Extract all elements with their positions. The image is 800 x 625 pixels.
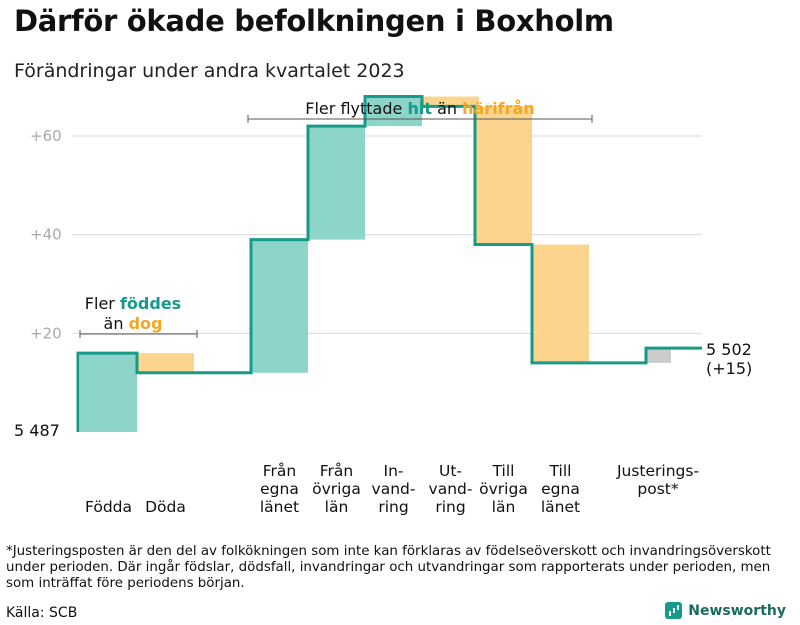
births-annotation-text: Fler [85,294,115,313]
births-annotation-highlight: föddes [120,294,181,313]
category-label-4: In-vand-ring [372,462,416,516]
y-tick-label-0: +20 [30,324,62,342]
gridlines: +20 +40 +60 [30,127,702,342]
migration-annotation-bracket [247,115,593,123]
bar-chart-icon [665,602,683,619]
baseline-label: 5 487 [14,421,60,440]
end-change-label: (+15) [706,359,752,378]
chart-title: Därför ökade befolkningen i Boxholm [14,4,614,38]
migration-annotation-text: Fler flyttade [305,99,402,118]
category-label-2: Från egna länet [260,462,299,516]
category-label-7: Till egna länet [541,462,580,516]
footnote: *Justeringsposten är den del av folkökni… [6,544,771,591]
brand-name: Newsworthy [688,602,786,619]
bar-från-övriga-län [308,126,365,240]
migration-annotation-highlight: hit [407,99,432,118]
migration-annotation-text-2: än [437,99,457,118]
labels: Födda Döda Från egna länet Från övriga länIn-va… [85,462,699,516]
bar-till-egna-länet [532,244,589,363]
bar-utvandring [422,96,479,107]
chart-subtitle: Förändringar under andra kvartalet 2023 [14,60,405,82]
category-label-8: Justerings-post* [616,462,699,498]
bar-justeringspost- [646,348,671,363]
svg-text:än dog: än dog [104,314,163,333]
end-value-label: 5 502 [706,340,752,359]
y-tick-label-1: +40 [30,226,62,244]
category-label-6: Till övriga län [479,462,528,516]
bar-födda [80,353,137,432]
bar-till-övriga-län [475,106,532,245]
births-annotation-bracket [79,330,198,338]
step-line [76,95,702,432]
category-label-3: Från övriga län [312,462,361,516]
births-annotation-text-2: än [104,314,124,333]
y-tick-label-2: +60 [30,127,62,145]
bar-döda [137,353,194,373]
category-label-0: Födda [85,498,132,516]
svg-text:Fler föddes: Fler föddes [85,294,181,313]
waterfall-chart: +20 +40 +60 Födda Döda Från egna länet Från övri… [14,95,752,516]
cumulative-step-line [76,95,702,432]
births-annotation: Fler föddes än dog [79,294,198,338]
source-label: Källa: SCB [6,605,78,621]
bars [80,96,671,432]
migration-annotation-highlight-2: härifrån [462,99,535,118]
migration-annotation: Fler flyttade hit än härifrån [247,99,593,123]
births-annotation-highlight-2: dog [129,314,163,333]
category-label-1: Döda [145,498,186,516]
category-label-5: Ut-vand-ring [429,462,473,516]
brand-logo: Newsworthy [665,602,786,619]
svg-text:Fler flyttade hit: Fler flyttade hit än härifrån [305,99,534,118]
bar-från-egna-länet [251,239,308,373]
bar-invandring [365,96,422,127]
